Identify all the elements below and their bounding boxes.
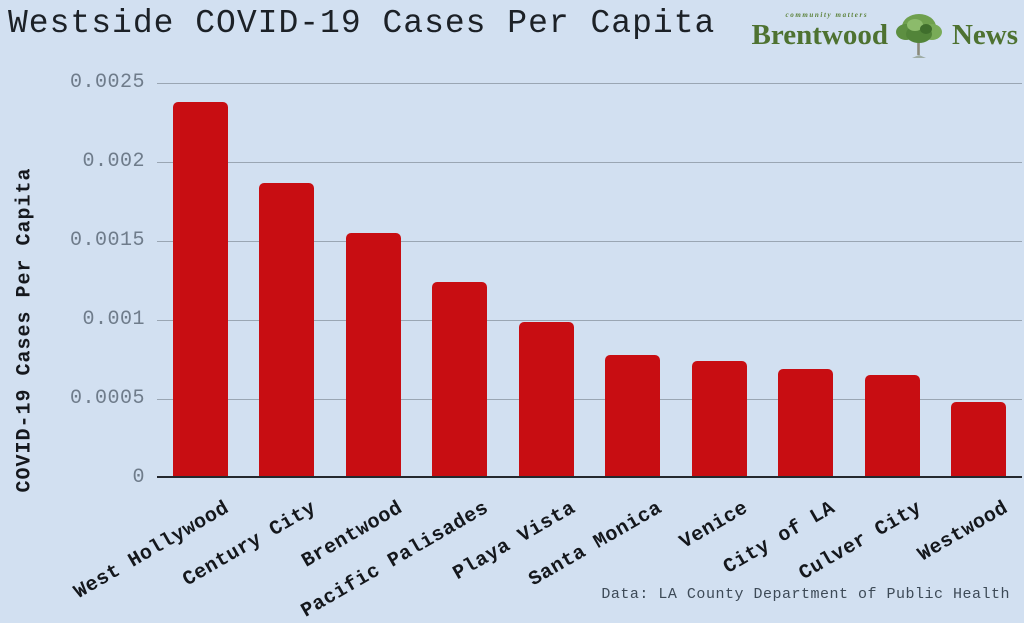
bar-city-of-la <box>778 368 834 478</box>
bar-slot <box>936 83 1023 478</box>
plot-area <box>157 82 1022 478</box>
x-tick-label: West Hollywood <box>70 497 234 605</box>
bar-culver-city <box>864 375 920 478</box>
gridline <box>157 240 1022 242</box>
x-axis-baseline <box>157 476 1022 478</box>
brand-logo: community matters Brentwood News <box>751 8 1018 58</box>
bar-slot <box>676 83 763 478</box>
bar-slot <box>590 83 677 478</box>
bar-slot <box>157 83 244 478</box>
bar-slot <box>330 83 417 478</box>
y-tick-label: 0 <box>132 466 145 489</box>
bar-slot <box>244 83 331 478</box>
bar-slot <box>503 83 590 478</box>
brand-name-left: Brentwood <box>751 19 888 51</box>
y-tick-label: 0.001 <box>82 308 145 331</box>
y-tick-label: 0.0005 <box>69 387 145 410</box>
bar-slot <box>849 83 936 478</box>
brand-tagline: community matters <box>785 11 869 19</box>
y-tick-label: 0.002 <box>82 150 145 173</box>
bar-slot <box>763 83 850 478</box>
gridline <box>157 82 1022 84</box>
gridline <box>157 161 1022 163</box>
bar-series <box>157 83 1022 478</box>
gridline <box>157 398 1022 400</box>
bar-century-city <box>259 182 315 478</box>
bar-venice <box>691 361 747 478</box>
bar-playa-vista <box>518 321 574 478</box>
tree-icon <box>895 14 942 58</box>
bar-santa-monica <box>605 354 661 478</box>
y-tick-label: 0.0025 <box>69 71 145 94</box>
bar-brentwood <box>345 233 401 478</box>
y-axis-tick-labels: 0 0.0005 0.001 0.0015 0.002 0.0025 <box>0 71 145 489</box>
y-tick-label: 0.0015 <box>69 229 145 252</box>
gridline <box>157 319 1022 321</box>
bar-pacific-palisades <box>432 282 488 478</box>
chart-title: Westside COVID-19 Cases Per Capita <box>8 5 716 42</box>
bar-west-hollywood <box>172 101 228 478</box>
bar-slot <box>417 83 504 478</box>
brand-name-right: News <box>951 19 1018 51</box>
data-source-caption: Data: LA County Department of Public Hea… <box>601 586 1010 603</box>
bar-westwood <box>951 402 1007 478</box>
